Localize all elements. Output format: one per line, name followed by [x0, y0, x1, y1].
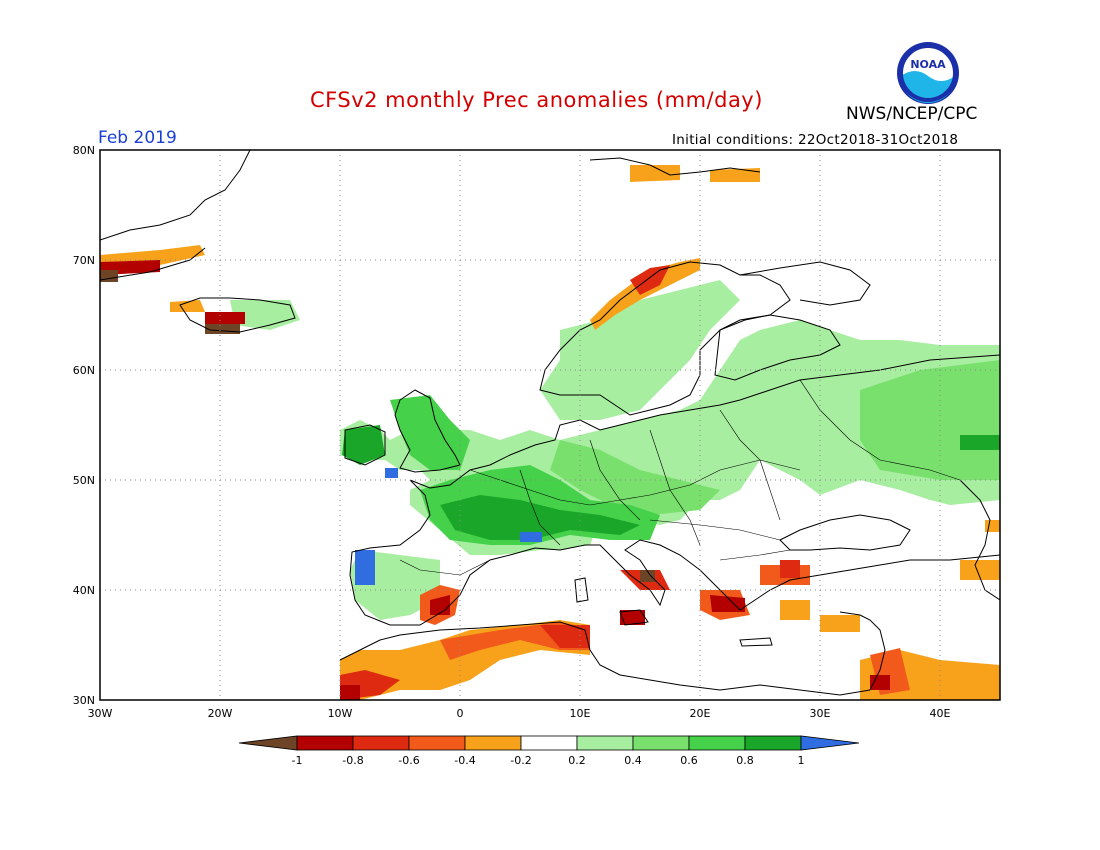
wet-anomaly-region [230, 300, 300, 330]
anomaly-shading [100, 165, 1000, 700]
dry-anomaly-region [170, 300, 205, 312]
latitude-label: 70N [73, 254, 95, 267]
dry-anomaly-region [340, 685, 360, 700]
colorbar-low-arrow [238, 735, 298, 751]
coastline-svalbard [589, 157, 761, 176]
longitude-label: 20W [208, 707, 233, 720]
colorbar-tick-label: -0.4 [454, 754, 475, 767]
coastline-sicily [619, 609, 649, 626]
latitude-labels: 80N 70N 60N 50N 40N 30N [73, 144, 95, 707]
longitude-label: 10E [570, 707, 591, 720]
dry-anomaly-region [100, 270, 118, 282]
longitude-label: 0 [457, 707, 464, 720]
colorbar-tick-label: -0.2 [510, 754, 531, 767]
agency-label: NWS/NCEP/CPC [846, 104, 978, 124]
wet-anomaly-region [960, 435, 1000, 450]
noaa-logo-icon: NOAA [897, 42, 959, 104]
dry-anomaly-region [630, 165, 680, 182]
dry-anomaly-region [620, 610, 645, 625]
dry-anomaly-region [960, 560, 1000, 580]
very-wet-anomaly-region [385, 468, 398, 478]
forecast-month: Feb 2019 [98, 128, 177, 148]
dry-anomaly-region [630, 265, 670, 295]
dry-anomaly-region [985, 520, 1000, 532]
colorbar-bin [464, 735, 522, 751]
coastline-finland [714, 314, 841, 381]
coastline-greenland [100, 247, 206, 281]
dry-anomaly-region [540, 625, 590, 648]
dry-anomaly-region [205, 312, 245, 324]
longitude-label: 30W [88, 707, 113, 720]
dry-anomaly-region [820, 615, 860, 632]
colorbar-bin [688, 735, 746, 751]
wet-anomaly-region [440, 495, 640, 540]
colorbar-bin [296, 735, 354, 751]
colorbar-tick-label: 0.8 [736, 754, 754, 767]
dry-anomaly-region [780, 600, 810, 620]
country-borders [399, 379, 961, 576]
longitude-label: 40E [930, 707, 951, 720]
coastline-britain [394, 389, 461, 473]
coastline-north-africa [339, 621, 871, 696]
colorbar-bin [632, 735, 690, 751]
colorbar-bin [576, 735, 634, 751]
map-frame [99, 149, 1001, 701]
latitude-label: 40N [73, 584, 95, 597]
colorbar-bin [744, 735, 802, 751]
coastline-kola [739, 261, 871, 306]
dry-anomaly-region [870, 675, 890, 690]
longitude-labels: 30W 20W 10W 0 10E 20E 30E 40E [88, 707, 951, 720]
colorbar-bin [408, 735, 466, 751]
colorbar-bin [352, 735, 410, 751]
colorbar-legend: -1 -0.8 -0.6 -0.4 -0.2 0.2 0.4 0.6 0.8 1 [238, 735, 860, 767]
wet-anomaly-region [550, 440, 720, 515]
coastline-ireland [344, 424, 386, 466]
coastline-sardinia [574, 577, 589, 603]
colorbar-tick-label: -0.8 [342, 754, 363, 767]
dry-anomaly-region [710, 168, 760, 182]
dry-anomaly-region [640, 570, 655, 582]
latitude-label: 60N [73, 364, 95, 377]
latitude-label: 80N [73, 144, 95, 157]
coastline-biscay [349, 479, 511, 626]
latitude-label: 30N [73, 694, 95, 707]
dry-anomaly-region [205, 324, 240, 334]
logo-text: NOAA [910, 58, 946, 71]
dry-anomaly-region [780, 560, 800, 578]
wet-anomaly-region [540, 280, 740, 420]
coastline-med-north [509, 539, 1000, 611]
wet-anomaly-region [342, 425, 385, 465]
longitude-label: 20E [690, 707, 711, 720]
colorbar-tick-label: -1 [292, 754, 303, 767]
colorbar-tick-label: 0.2 [568, 754, 586, 767]
coastline-black-sea [779, 514, 911, 551]
coastlines [100, 150, 1000, 696]
colorbar-high-arrow [800, 735, 860, 751]
lat-lon-grid [100, 150, 1000, 700]
colorbar-tick-label: 1 [798, 754, 805, 767]
dry-anomaly-region [590, 258, 700, 330]
map-title: CFSv2 monthly Prec anomalies (mm/day) [310, 88, 763, 112]
colorbar-tick-label: 0.4 [624, 754, 642, 767]
initial-conditions: Initial conditions: 22Oct2018-31Oct2018 [672, 132, 959, 148]
coastline-europe-west [409, 354, 1000, 489]
coastline-scandinavia [539, 261, 791, 416]
very-wet-anomaly-region [355, 550, 375, 585]
dry-anomaly-region [710, 595, 745, 612]
wet-anomaly-region [390, 395, 470, 470]
latitude-label: 50N [73, 474, 95, 487]
colorbar-tick-label: -0.6 [398, 754, 419, 767]
longitude-label: 10W [328, 707, 353, 720]
colorbar-tick-label: 0.6 [680, 754, 698, 767]
coastline-greenland [100, 150, 251, 241]
very-wet-anomaly-region [520, 532, 542, 542]
coastline-iceland [179, 297, 296, 333]
coastline-levant [839, 611, 886, 691]
longitude-label: 30E [810, 707, 831, 720]
colorbar-bin [520, 735, 578, 751]
coastline-crete [739, 637, 773, 647]
